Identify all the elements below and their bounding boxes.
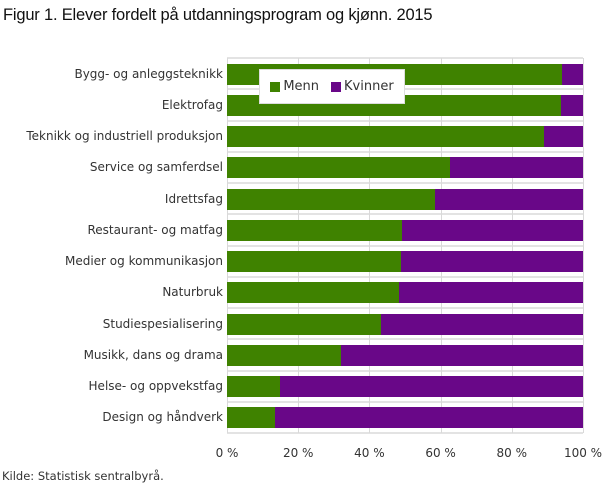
bar-row — [227, 344, 583, 366]
gridline-horizontal — [227, 119, 583, 122]
gridline-vertical — [583, 58, 584, 433]
legend-label-kvinner: Kvinner — [344, 79, 394, 94]
gridline-vertical — [369, 58, 371, 433]
bar-segment-kvinner[interactable] — [434, 188, 583, 210]
legend-swatch-menn — [270, 81, 281, 92]
x-tick-label: 40 % — [354, 446, 385, 460]
bar-segment-kvinner[interactable] — [275, 407, 583, 429]
y-category-label: Idrettsfag — [164, 191, 223, 206]
bar-segment-kvinner[interactable] — [401, 251, 583, 273]
bar-segment-kvinner[interactable] — [280, 376, 583, 398]
x-tick-label: 0 % — [215, 446, 239, 460]
gridline-horizontal — [227, 150, 583, 153]
bar-segment-menn[interactable] — [227, 282, 399, 304]
gridline-vertical — [227, 58, 228, 433]
bar-segment-menn[interactable] — [227, 157, 450, 179]
bar-row — [227, 376, 583, 398]
bar-segment-menn[interactable] — [227, 188, 435, 210]
gridline-horizontal — [227, 182, 583, 184]
gridline-vertical — [298, 58, 300, 433]
gridline-horizontal — [227, 275, 583, 278]
x-tick-label: 20 % — [282, 446, 314, 460]
gridline-vertical — [511, 58, 513, 433]
bar-row — [227, 219, 583, 241]
legend-swatch-kvinner — [331, 81, 342, 92]
y-category-label: Teknikk og industriell produksjon — [26, 129, 223, 144]
y-category-label: Restaurant- og matfag — [87, 222, 223, 237]
bar-segment-kvinner[interactable] — [381, 313, 583, 335]
gridline-horizontal — [227, 432, 583, 434]
bar-segment-kvinner[interactable] — [340, 344, 583, 366]
legend-label-menn: Menn — [283, 79, 320, 94]
bar-segment-menn[interactable] — [227, 313, 382, 335]
bar-segment-menn[interactable] — [227, 251, 402, 273]
legend-item-kvinner[interactable]: Kvinner — [331, 79, 394, 94]
gridline-horizontal — [227, 213, 583, 216]
y-category-label: Studiespesialisering — [102, 316, 223, 331]
bar-segment-menn[interactable] — [227, 219, 403, 241]
y-category-label: Naturbruk — [162, 285, 223, 300]
bar-segment-menn[interactable] — [227, 407, 276, 429]
bar-row — [227, 157, 583, 179]
gridline-vertical — [440, 58, 442, 433]
bar-row — [227, 407, 583, 429]
bar-segment-kvinner[interactable] — [398, 282, 583, 304]
y-category-label: Medier og kommunikasjon — [64, 254, 223, 269]
bar-row — [227, 282, 583, 304]
gridline-horizontal — [227, 88, 583, 91]
bar-row — [227, 313, 583, 335]
bar-segment-kvinner[interactable] — [449, 157, 583, 179]
gridline-horizontal — [227, 369, 583, 372]
bar-segment-menn[interactable] — [227, 344, 341, 366]
bar-row — [227, 188, 583, 210]
bar-segment-kvinner[interactable] — [561, 63, 583, 85]
bar-row — [227, 126, 583, 148]
legend: Menn Kvinner — [259, 69, 405, 104]
y-category-label: Design og håndverk — [102, 410, 223, 425]
y-category-label: Musikk, dans og drama — [83, 347, 223, 362]
gridline-horizontal — [227, 57, 583, 59]
chart-title: Figur 1. Elever fordelt på utdanningspro… — [3, 6, 433, 24]
x-tick-label: 80 % — [496, 446, 528, 460]
gridline-horizontal — [227, 307, 583, 309]
bar-segment-kvinner[interactable] — [543, 126, 583, 148]
y-category-label: Bygg- og anleggsteknikk — [74, 66, 223, 81]
gridline-horizontal — [227, 338, 583, 341]
source-note: Kilde: Statistisk sentralbyrå. — [2, 469, 164, 483]
plot-area — [227, 57, 584, 434]
gridline-horizontal — [227, 244, 583, 247]
bar-segment-menn[interactable] — [227, 376, 281, 398]
bar-row — [227, 251, 583, 273]
x-tick-label: 60 % — [425, 446, 456, 460]
bar-segment-kvinner[interactable] — [560, 94, 583, 116]
y-category-label: Helse- og oppvekstfag — [88, 379, 223, 394]
x-tick-label: 100 % — [563, 446, 603, 460]
bar-segment-menn[interactable] — [227, 126, 544, 148]
y-category-label: Elektrofag — [161, 97, 223, 112]
bar-segment-kvinner[interactable] — [402, 219, 583, 241]
y-category-label: Service og samferdsel — [89, 160, 223, 175]
gridline-horizontal — [227, 400, 583, 403]
legend-item-menn[interactable]: Menn — [270, 79, 319, 94]
